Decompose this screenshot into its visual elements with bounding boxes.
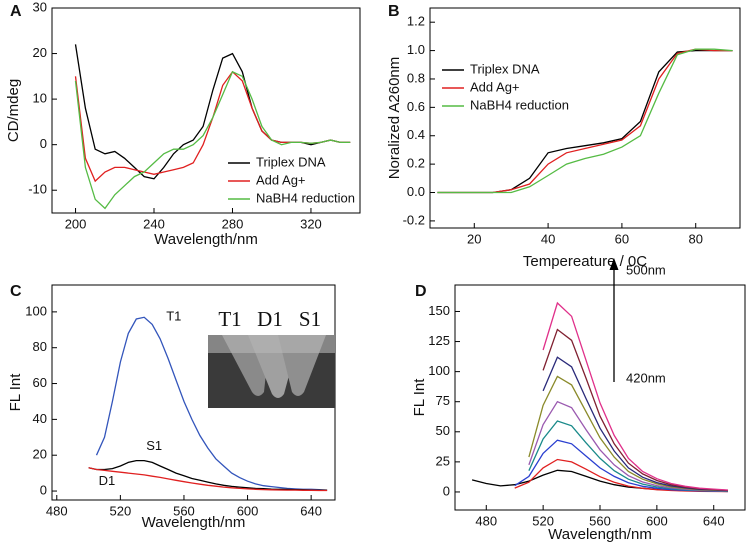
y-axis-label: CD/mdeg [5, 79, 22, 142]
y-tick-label: 20 [33, 447, 47, 462]
inset-label: D1 [257, 307, 283, 331]
inset-label: T1 [218, 307, 241, 331]
x-axis-label: Wavelength/nm [142, 514, 246, 531]
x-axis-label: Wavelength/nm [154, 231, 258, 248]
series-line [88, 459, 328, 491]
x-tick-label: 200 [65, 216, 87, 231]
y-tick-label: 0.4 [407, 127, 425, 142]
y-tick-label: 0 [40, 482, 47, 497]
y-tick-label: 150 [428, 303, 450, 318]
y-tick-label: -10 [28, 182, 47, 197]
series-line [542, 328, 728, 491]
y-tick-label: 100 [25, 303, 47, 318]
y-tick-label: 60 [33, 375, 47, 390]
x-tick-label: 480 [46, 503, 68, 518]
series-line [542, 301, 728, 491]
x-tick-label: 560 [173, 503, 195, 518]
y-tick-label: 30 [33, 0, 47, 14]
y-tick-label: 0 [40, 136, 47, 151]
legend-label: NaBH4 reduction [470, 97, 569, 112]
x-tick-label: 80 [688, 231, 702, 246]
arrow-head [609, 258, 619, 270]
legend-label: Add Ag+ [470, 79, 520, 94]
legend-label: Add Ag+ [256, 172, 306, 187]
y-tick-label: 125 [428, 333, 450, 348]
series-line [74, 70, 351, 210]
x-tick-label: 520 [110, 503, 132, 518]
x-tick-label: 280 [222, 216, 244, 231]
y-axis-label: FL Int [7, 373, 24, 412]
series-line [437, 48, 733, 194]
x-tick-label: 640 [300, 503, 322, 518]
series-line [88, 467, 328, 492]
y-axis-label: Noralized A260nm [386, 57, 403, 180]
y-tick-label: 0 [443, 483, 450, 498]
y-tick-label: 0.0 [407, 184, 425, 199]
tube-caps [208, 335, 335, 353]
inset-photo [208, 335, 335, 408]
x-tick-label: 240 [143, 216, 165, 231]
x-tick-label: 480 [475, 513, 497, 528]
x-tick-label: 320 [300, 216, 322, 231]
y-tick-label: 0.8 [407, 70, 425, 85]
series-line [528, 420, 728, 492]
x-tick-label: 40 [541, 231, 555, 246]
y-axis-label: FL Int [411, 378, 428, 417]
series-label: T1 [166, 309, 181, 324]
y-tick-label: 1.0 [407, 42, 425, 57]
x-tick-label: 600 [646, 513, 668, 528]
y-tick-label: 100 [428, 363, 450, 378]
y-tick-label: 40 [33, 411, 47, 426]
plot-frame [429, 7, 741, 229]
legend-label: Triplex DNA [470, 61, 540, 76]
y-tick-label: 0.6 [407, 99, 425, 114]
panel-label: D [415, 283, 427, 300]
y-tick-label: 75 [436, 393, 450, 408]
panel-label: C [10, 283, 22, 300]
x-tick-label: 520 [532, 513, 554, 528]
x-axis-label: Wavelength/nm [548, 526, 652, 543]
plot-frame [51, 7, 361, 214]
series-label: D1 [99, 473, 116, 488]
series-line [528, 375, 728, 492]
y-tick-label: -0.2 [403, 212, 425, 227]
legend-label: Triplex DNA [256, 154, 326, 169]
x-tick-label: 60 [615, 231, 629, 246]
inset-label: S1 [299, 307, 321, 331]
x-tick-label: 20 [467, 231, 481, 246]
x-tick-label: 600 [237, 503, 259, 518]
legend-label: NaBH4 reduction [256, 190, 355, 205]
y-tick-label: 25 [436, 453, 450, 468]
series-line [95, 316, 328, 491]
y-tick-label: 20 [33, 45, 47, 60]
annotation: 500nm [626, 262, 666, 277]
annotation: 420nm [626, 370, 666, 385]
series-line [528, 400, 728, 492]
series-label: S1 [146, 438, 162, 453]
panel-label: B [388, 3, 400, 20]
x-tick-label: 560 [589, 513, 611, 528]
y-tick-label: 0.2 [407, 156, 425, 171]
y-tick-label: 10 [33, 91, 47, 106]
y-tick-label: 1.2 [407, 14, 425, 29]
x-tick-label: 640 [703, 513, 725, 528]
y-tick-label: 50 [436, 423, 450, 438]
y-tick-label: 80 [33, 339, 47, 354]
panel-label: A [10, 3, 22, 20]
